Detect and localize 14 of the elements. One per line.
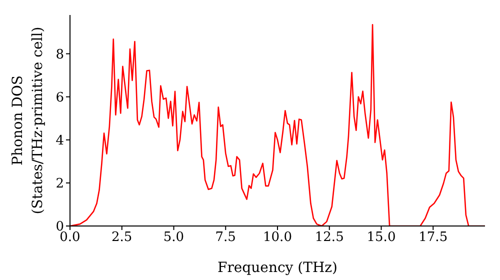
y-tick-label: 2 <box>56 176 64 192</box>
x-tick-label: 2.5 <box>112 230 132 246</box>
y-tick-label: 8 <box>56 47 64 62</box>
x-tick-label: 7.5 <box>215 230 236 246</box>
x-tick-label: 10.0 <box>263 230 292 246</box>
x-tick-label: 0.0 <box>60 230 80 246</box>
y-tick-label: 6 <box>56 90 64 106</box>
x-axis-title: Frequency (THz) <box>217 260 338 276</box>
x-tick-label: 15.0 <box>366 230 396 246</box>
x-tick-label: 17.5 <box>418 230 448 246</box>
y-tick-label: 4 <box>56 133 64 148</box>
x-tick-label: 12.5 <box>314 230 344 246</box>
x-tick-label: 5.0 <box>163 230 184 246</box>
y-axis-title: Phonon DOS (States/THz·primitive cell) <box>10 26 46 214</box>
